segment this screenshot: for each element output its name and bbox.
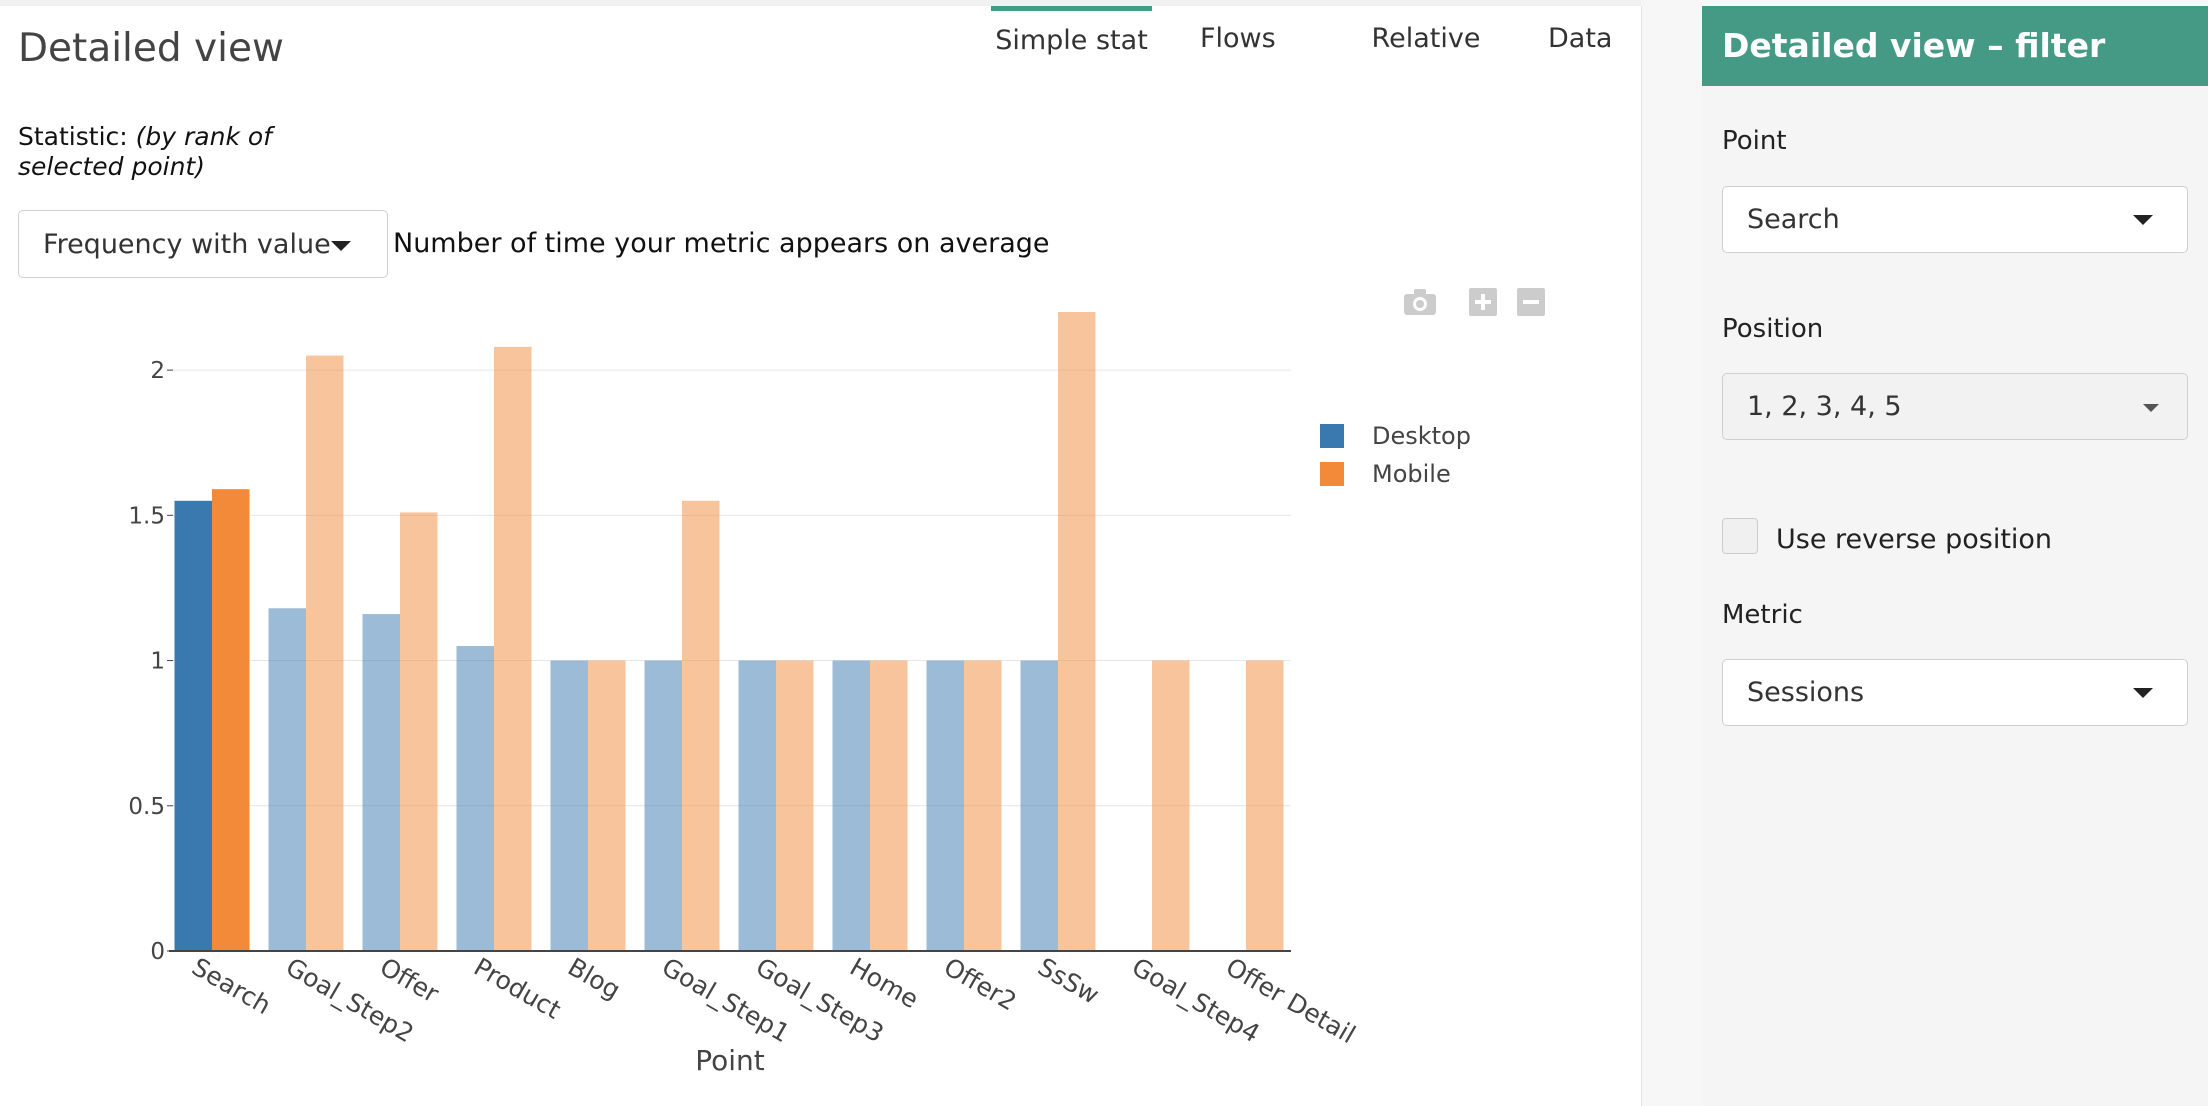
legend-label-mobile: Mobile (1372, 460, 1451, 488)
reverse-position-label[interactable]: Use reverse position (1776, 524, 2053, 555)
legend-swatch-mobile (1320, 462, 1344, 486)
top-border (0, 0, 1641, 6)
bar-mobile-goal_step2 (306, 355, 344, 951)
bar-desktop-product (456, 646, 494, 951)
metric-label: Metric (1722, 600, 1803, 630)
point-select[interactable]: Search (1722, 186, 2188, 253)
bar-mobile-sssw (1058, 312, 1096, 951)
position-label: Position (1722, 314, 1824, 344)
reverse-position-checkbox[interactable] (1722, 518, 1758, 554)
statistic-label-text: Statistic: (18, 122, 128, 151)
bar-mobile-goal_step4 (1152, 660, 1190, 951)
statistic-hint: (by rank of selected point) (18, 122, 272, 181)
sidebar-title: Detailed view – filter (1702, 6, 2208, 86)
zoom-in-icon[interactable] (1469, 288, 1497, 320)
chevron-down-icon (331, 241, 351, 251)
chart-bars (174, 312, 1284, 951)
main-panel: Detailed view Simple stat Flows Relative… (0, 6, 1642, 1106)
page-title: Detailed view (18, 26, 284, 71)
bar-mobile-product (494, 346, 532, 951)
x-tick-label: SsSw (1033, 952, 1104, 1010)
x-tick-label: Offer (375, 952, 444, 1009)
bar-mobile-offer (400, 512, 438, 951)
bar-desktop-sssw (1020, 660, 1058, 951)
filter-sidebar: Detailed view – filter Point Search Posi… (1702, 6, 2208, 1106)
metric-select[interactable]: Sessions (1722, 659, 2188, 726)
position-select[interactable]: 1, 2, 3, 4, 5 (1722, 373, 2188, 440)
chevron-down-icon (2133, 215, 2153, 225)
bar-mobile-offer-detail (1246, 660, 1284, 951)
statistic-select-value: Frequency with value (43, 228, 331, 260)
point-select-value: Search (1747, 204, 1840, 235)
legend-swatch-desktop (1320, 424, 1344, 448)
bar-mobile-home (870, 660, 908, 951)
x-tick-label: Search (187, 952, 276, 1020)
bar-desktop-offer (362, 614, 400, 951)
statistic-select[interactable]: Frequency with value (18, 210, 388, 278)
chart-gridlines (169, 369, 1291, 807)
y-tick-label: 2 (150, 358, 165, 384)
bar-desktop-goal_step2 (268, 608, 306, 951)
y-tick-label: 0 (150, 939, 165, 965)
metric-select-value: Sessions (1747, 677, 1865, 708)
x-tick-label: Offer2 (939, 952, 1021, 1016)
chart-legend: Desktop Mobile (1320, 422, 1471, 488)
tab-relative[interactable]: Relative (1371, 23, 1481, 54)
tab-data[interactable]: Data (1548, 23, 1613, 54)
x-tick-label: Product (469, 952, 566, 1025)
tab-simple-stat[interactable]: Simple stat (991, 6, 1152, 77)
bar-mobile-search (212, 489, 250, 951)
tab-flows[interactable]: Flows (1200, 23, 1276, 54)
legend-label-desktop: Desktop (1372, 422, 1471, 450)
bar-mobile-goal_step3 (776, 660, 814, 951)
x-axis-title: Point (695, 1044, 765, 1077)
chevron-down-icon (2133, 688, 2153, 698)
position-select-value: 1, 2, 3, 4, 5 (1747, 391, 1902, 422)
bar-desktop-goal_step3 (738, 660, 776, 951)
bar-mobile-offer2 (964, 660, 1002, 951)
statistic-label: Statistic: (by rank of selected point) (18, 122, 378, 182)
chevron-down-icon (2143, 404, 2159, 412)
statistic-description: Number of time your metric appears on av… (393, 228, 1050, 259)
x-tick-label: Blog (563, 952, 625, 1005)
zoom-out-icon[interactable] (1517, 288, 1545, 320)
bar-desktop-search (174, 500, 212, 951)
camera-icon[interactable] (1403, 288, 1437, 320)
y-tick-label: 0.5 (128, 794, 165, 820)
bar-desktop-home (832, 660, 870, 951)
bar-desktop-goal_step1 (644, 660, 682, 951)
bar-mobile-goal_step1 (682, 500, 720, 951)
point-label: Point (1722, 126, 1787, 156)
bar-mobile-blog (588, 660, 626, 951)
bar-desktop-blog (550, 660, 588, 951)
y-tick-label: 1 (150, 649, 165, 675)
y-tick-label: 1.5 (128, 503, 165, 529)
bar-desktop-offer2 (926, 660, 964, 951)
